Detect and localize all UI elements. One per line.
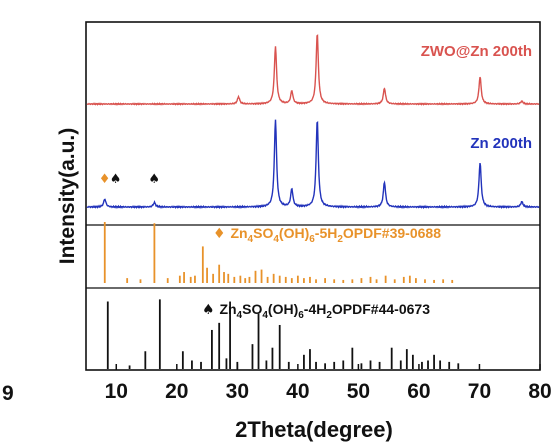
reference-label-1: ♠ Zn4SO4(OH)6-4H2OPDF#44-0673: [202, 301, 430, 321]
peak-marker: ♠: [110, 172, 122, 187]
peak-marker: ♦: [99, 172, 111, 187]
x-tick-label: 20: [165, 380, 188, 403]
x-tick-label: 40: [286, 380, 309, 403]
x-tick-label: 70: [468, 380, 491, 403]
series-name-1: Zn 200th: [470, 135, 532, 152]
panel-letter: 9: [2, 382, 14, 405]
plot-frame: [85, 21, 541, 371]
series-name-0: ZWO@Zn 200th: [421, 43, 532, 60]
x-tick-label: 30: [226, 380, 249, 403]
y-axis-label: Intensity(a.u.): [56, 128, 79, 265]
reference-label-0: ♦ Zn4SO4(OH)6-5H2OPDF#39-0688: [213, 225, 441, 245]
x-tick-label: 10: [105, 380, 128, 403]
series-line-1: [86, 119, 540, 210]
series-line-0: [86, 34, 540, 106]
x-tick-label: 80: [528, 380, 551, 403]
x-axis-label: 2Theta(degree): [235, 417, 393, 442]
peak-marker: ♠: [148, 172, 160, 187]
x-tick-label: 50: [347, 380, 370, 403]
x-tick-label: 60: [407, 380, 430, 403]
